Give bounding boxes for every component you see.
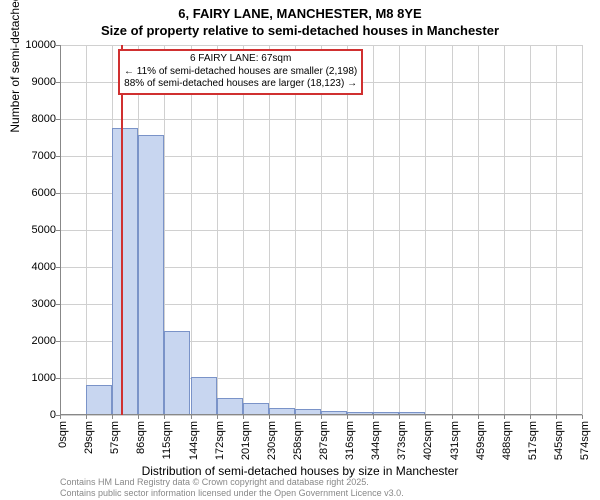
- x-tick-label: 0sqm: [57, 421, 69, 448]
- highlight-line: [121, 45, 123, 415]
- y-tick-label: 8000: [6, 113, 56, 125]
- y-axis-line: [60, 45, 61, 415]
- gridline-v: [243, 45, 244, 415]
- histogram-bar: [217, 398, 243, 415]
- y-ticks: 0100020003000400050006000700080009000100…: [0, 45, 60, 415]
- gridline-v: [399, 45, 400, 415]
- x-tick-label: 144sqm: [188, 421, 200, 460]
- gridline-v: [295, 45, 296, 415]
- gridline-v: [452, 45, 453, 415]
- gridline-v: [425, 45, 426, 415]
- y-tick-label: 3000: [6, 298, 56, 310]
- gridline-v: [321, 45, 322, 415]
- gridline-v: [86, 45, 87, 415]
- y-tick-label: 4000: [6, 261, 56, 273]
- attribution-line-1: Contains HM Land Registry data © Crown c…: [60, 477, 404, 487]
- x-tick-label: 86sqm: [135, 421, 147, 454]
- x-tick-label: 459sqm: [475, 421, 487, 460]
- histogram-bar: [138, 135, 164, 415]
- x-tick-label: 115sqm: [161, 421, 173, 459]
- y-tick-label: 5000: [6, 224, 56, 236]
- x-tick-label: 316sqm: [344, 421, 356, 460]
- gridline-v: [478, 45, 479, 415]
- x-tick-label: 545sqm: [553, 421, 565, 460]
- x-tick-label: 344sqm: [370, 421, 382, 460]
- callout-line-2: ← 11% of semi-detached houses are smalle…: [124, 66, 357, 79]
- y-tick-label: 0: [6, 409, 56, 421]
- gridline-v: [530, 45, 531, 415]
- x-ticks: 0sqm 29sqm 57sqm 86sqm 115sqm 144sqm 172sqm 201…: [60, 415, 582, 465]
- title-address: 6, FAIRY LANE, MANCHESTER, M8 8YE: [0, 6, 600, 21]
- y-tick-label: 2000: [6, 335, 56, 347]
- gridline-v: [347, 45, 348, 415]
- x-tick-label: 230sqm: [266, 421, 278, 460]
- attribution-line-2: Contains public sector information licen…: [60, 488, 404, 498]
- plot-area: 6 FAIRY LANE: 67sqm← 11% of semi-detache…: [60, 45, 582, 415]
- histogram-bar: [112, 128, 138, 415]
- y-tick-label: 10000: [6, 39, 56, 51]
- gridline-v: [191, 45, 192, 415]
- x-tick-label: 258sqm: [292, 421, 304, 460]
- x-tick-label: 29sqm: [83, 421, 95, 454]
- x-axis-title: Distribution of semi-detached houses by …: [0, 464, 600, 478]
- y-tick-label: 6000: [6, 187, 56, 199]
- x-tick-label: 431sqm: [449, 421, 461, 460]
- x-tick-label: 402sqm: [422, 421, 434, 460]
- callout-line-3: 88% of semi-detached houses are larger (…: [124, 78, 357, 91]
- x-tick-label: 574sqm: [579, 421, 591, 460]
- histogram-bar: [86, 385, 112, 415]
- histogram-bar: [164, 331, 190, 415]
- histogram-bar: [191, 377, 217, 415]
- y-tick-label: 9000: [6, 76, 56, 88]
- y-tick-label: 1000: [6, 372, 56, 384]
- gridline-v: [217, 45, 218, 415]
- callout-line-1: 6 FAIRY LANE: 67sqm: [124, 53, 357, 66]
- y-tick-label: 7000: [6, 150, 56, 162]
- gridline-v: [504, 45, 505, 415]
- gridline-v: [373, 45, 374, 415]
- x-tick-label: 172sqm: [214, 421, 226, 460]
- gridline-v: [582, 45, 583, 415]
- x-tick-label: 57sqm: [109, 421, 121, 454]
- title-block: 6, FAIRY LANE, MANCHESTER, M8 8YE Size o…: [0, 0, 600, 38]
- x-tick-label: 488sqm: [501, 421, 513, 460]
- x-tick-label: 517sqm: [527, 421, 539, 460]
- x-tick-label: 287sqm: [318, 421, 330, 460]
- gridline-v: [269, 45, 270, 415]
- x-tick-label: 373sqm: [396, 421, 408, 460]
- title-subtitle: Size of property relative to semi-detach…: [0, 23, 600, 38]
- x-tick-label: 201sqm: [240, 421, 252, 460]
- gridline-v: [556, 45, 557, 415]
- x-tick-mark: [582, 415, 583, 419]
- attribution-block: Contains HM Land Registry data © Crown c…: [60, 477, 404, 498]
- callout-box: 6 FAIRY LANE: 67sqm← 11% of semi-detache…: [118, 49, 363, 95]
- chart-container: 6, FAIRY LANE, MANCHESTER, M8 8YE Size o…: [0, 0, 600, 500]
